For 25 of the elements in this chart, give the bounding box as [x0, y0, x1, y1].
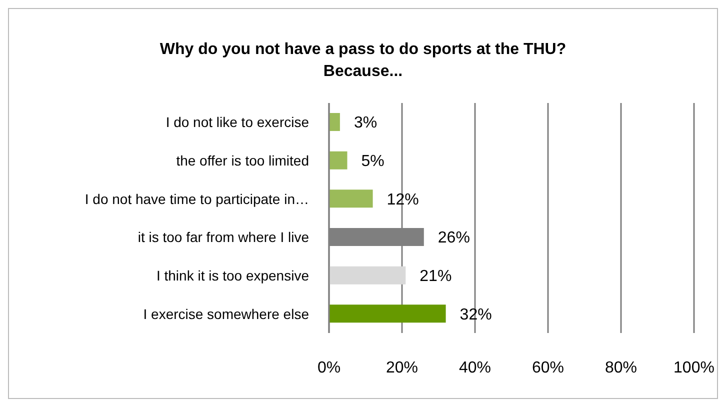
- bar: [329, 304, 446, 323]
- data-label: 21%: [420, 268, 452, 286]
- y-tick-label: I think it is too expensive: [156, 267, 310, 284]
- x-tick-label: 20%: [386, 359, 418, 376]
- data-label: 12%: [386, 191, 419, 208]
- data-label: 32%: [460, 306, 492, 324]
- x-tick-label: 100%: [674, 359, 714, 376]
- data-label: 3%: [354, 114, 378, 132]
- data-label: 5%: [361, 153, 384, 170]
- x-tick-label: 0%: [317, 359, 341, 376]
- y-tick-label: it is too far from where I live: [138, 229, 310, 246]
- chart-title: Why do you not have a pass to do sports at the THU?: [158, 40, 568, 60]
- y-tick-label: I do not like to exercise: [166, 114, 310, 130]
- x-tick-label: 60%: [532, 359, 564, 376]
- y-tick-label: the offer is too limited: [176, 152, 309, 168]
- x-tick-label: 40%: [458, 359, 492, 376]
- bar: [329, 113, 340, 131]
- data-label: 26%: [438, 230, 470, 247]
- bar: [329, 190, 373, 208]
- chart-subtitle: Because...: [322, 62, 404, 82]
- x-tick-label: 80%: [604, 359, 638, 376]
- y-tick-label: I exercise somewhere else: [143, 306, 310, 322]
- bar: [329, 151, 348, 170]
- y-tick-label: I do not have time to participate in…: [84, 190, 309, 207]
- bar: [329, 266, 406, 284]
